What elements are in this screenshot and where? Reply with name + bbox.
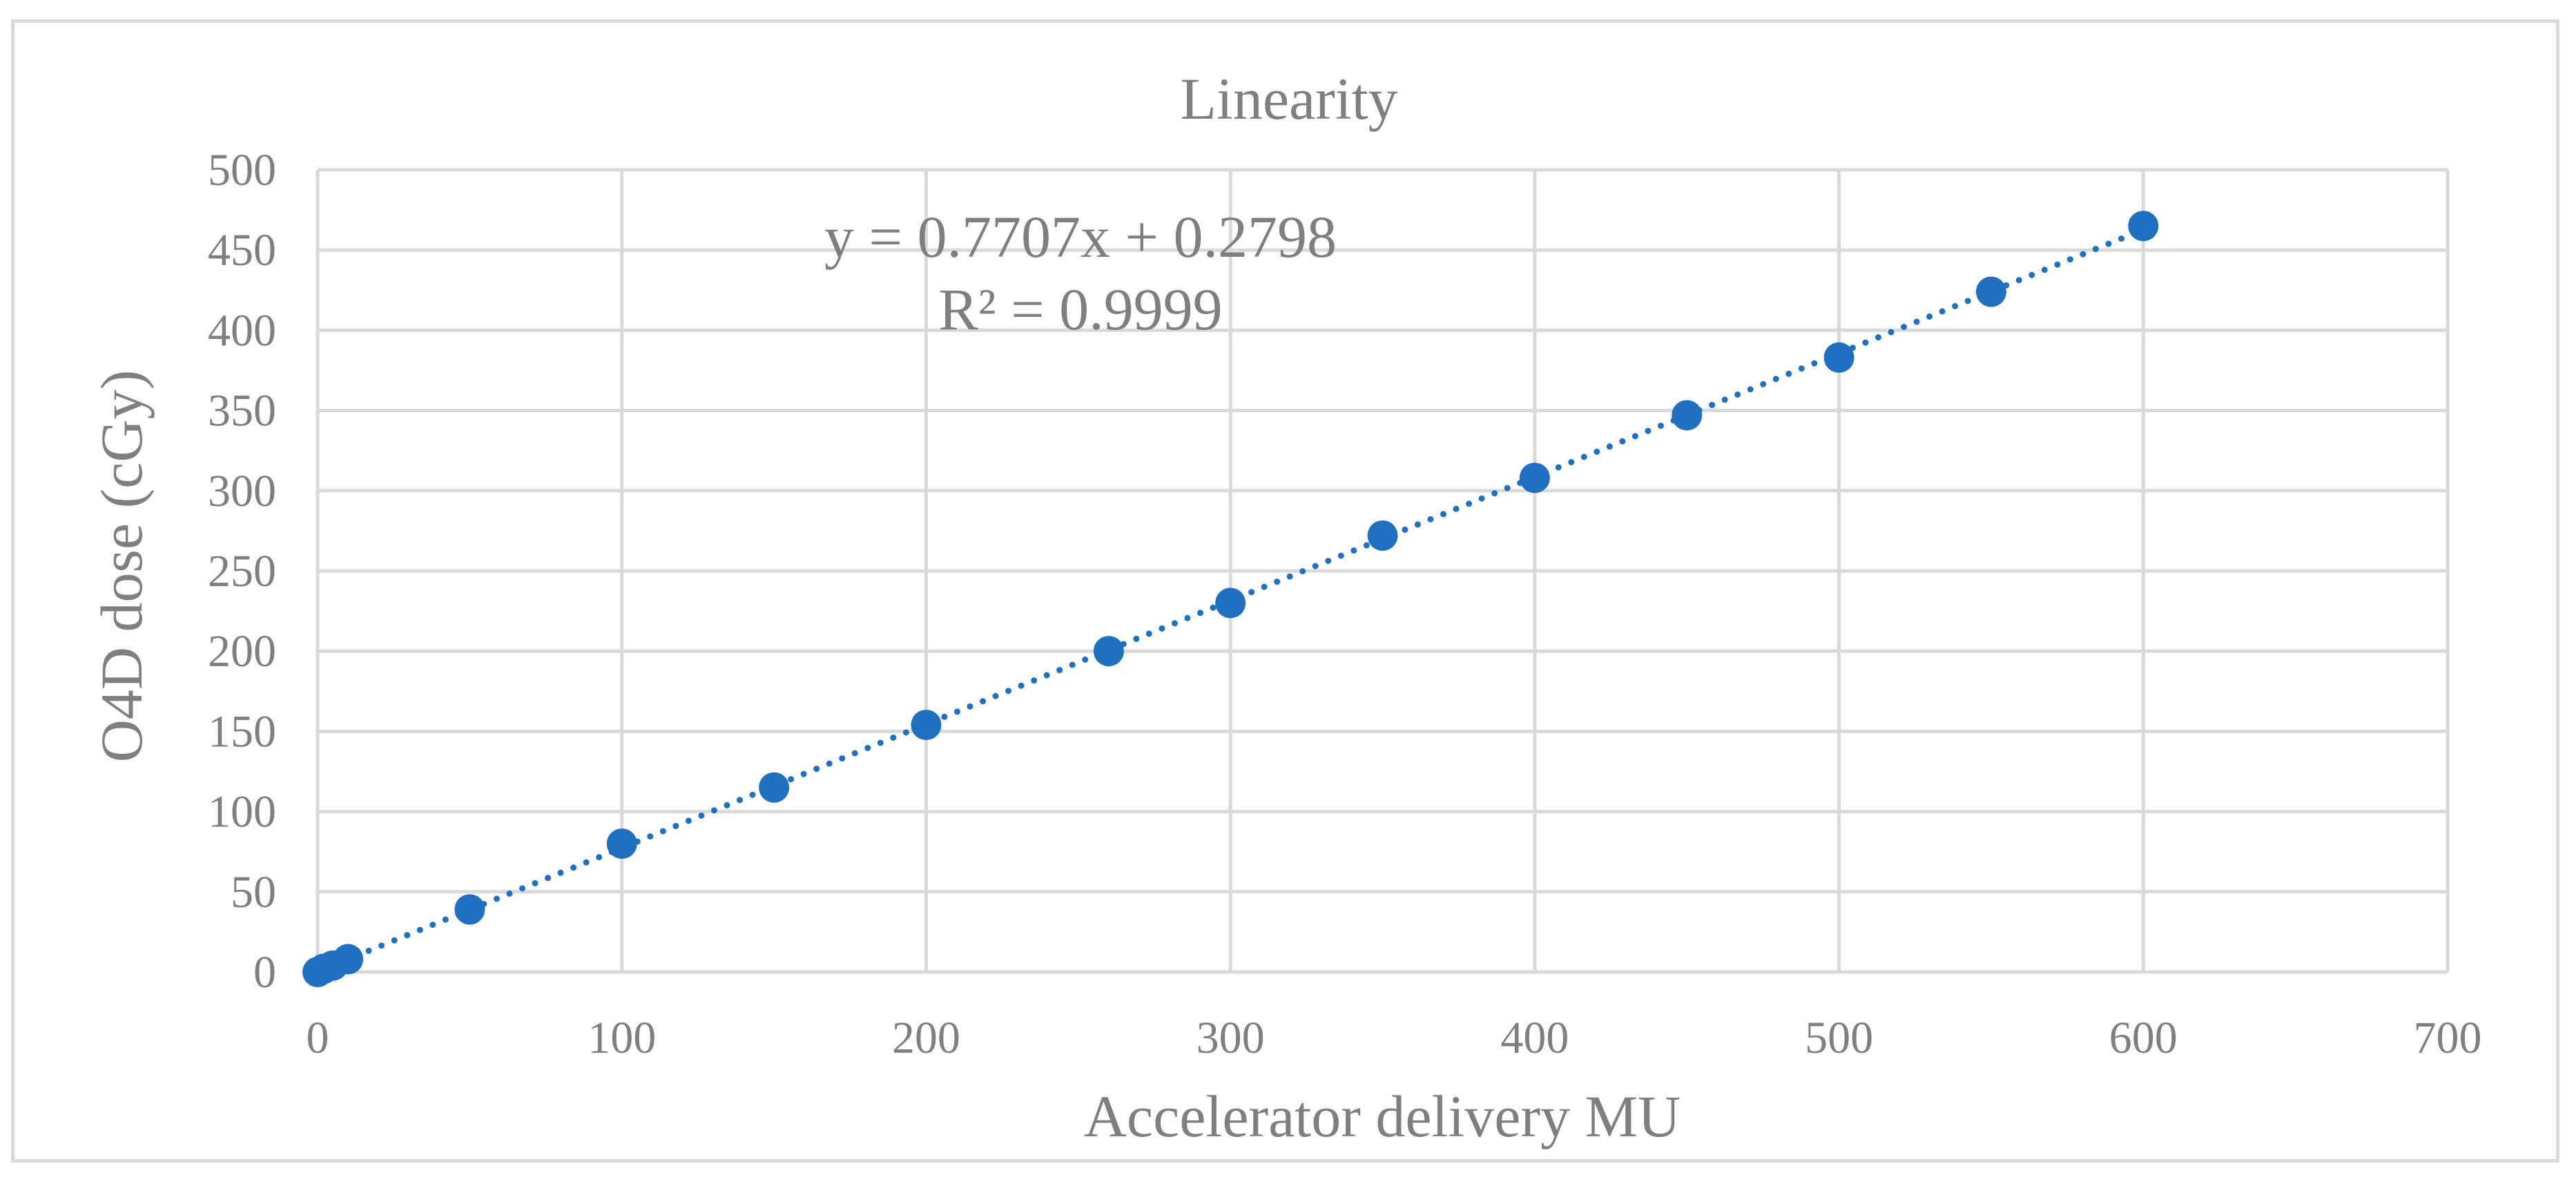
trendline-equation: y = 0.7707x + 0.2798 [824,204,1337,270]
data-point [1975,276,2006,307]
y-tick-label: 50 [231,867,276,917]
x-tick-label: 500 [1805,1013,1873,1063]
trendline-r-squared: R² = 0.9999 [938,276,1222,342]
data-point [1823,342,1854,373]
y-tick-label: 250 [208,546,276,596]
gridlines [316,168,2450,974]
tick-labels: 0 50 100 150 200 250 300 350 400 450 500 0 100 200 300… [208,145,2482,1063]
y-tick-label: 200 [208,626,276,677]
x-tick-label: 600 [2109,1013,2178,1063]
data-point [911,710,942,741]
y-axis-title: O4D dose (cGy) [88,370,155,762]
data-point [606,828,637,859]
data-point [333,944,364,975]
x-tick-label: 0 [307,1013,329,1063]
y-tick-label: 500 [208,145,276,195]
x-tick-label: 300 [1197,1013,1265,1063]
data-point [1519,463,1550,494]
y-tick-label: 450 [208,225,276,275]
data-point [2128,211,2159,242]
y-tick-label: 100 [208,787,276,837]
data-point [1215,587,1246,619]
chart-title: Linearity [1180,66,1397,132]
x-axis-title: Accelerator delivery MU [1084,1083,1681,1149]
x-tick-label: 400 [1500,1013,1569,1063]
y-tick-label: 150 [208,706,276,757]
data-point [454,894,485,925]
y-tick-label: 300 [208,466,276,516]
x-tick-label: 100 [588,1013,656,1063]
y-tick-label: 400 [208,305,276,356]
data-points [302,211,2159,987]
data-point [1367,520,1398,551]
data-point [1093,636,1124,667]
data-point [759,772,790,803]
x-tick-label: 700 [2414,1013,2482,1063]
data-point [1672,400,1703,431]
x-tick-label: 200 [892,1013,960,1063]
y-tick-label: 350 [208,386,276,436]
y-tick-label: 0 [253,947,276,998]
